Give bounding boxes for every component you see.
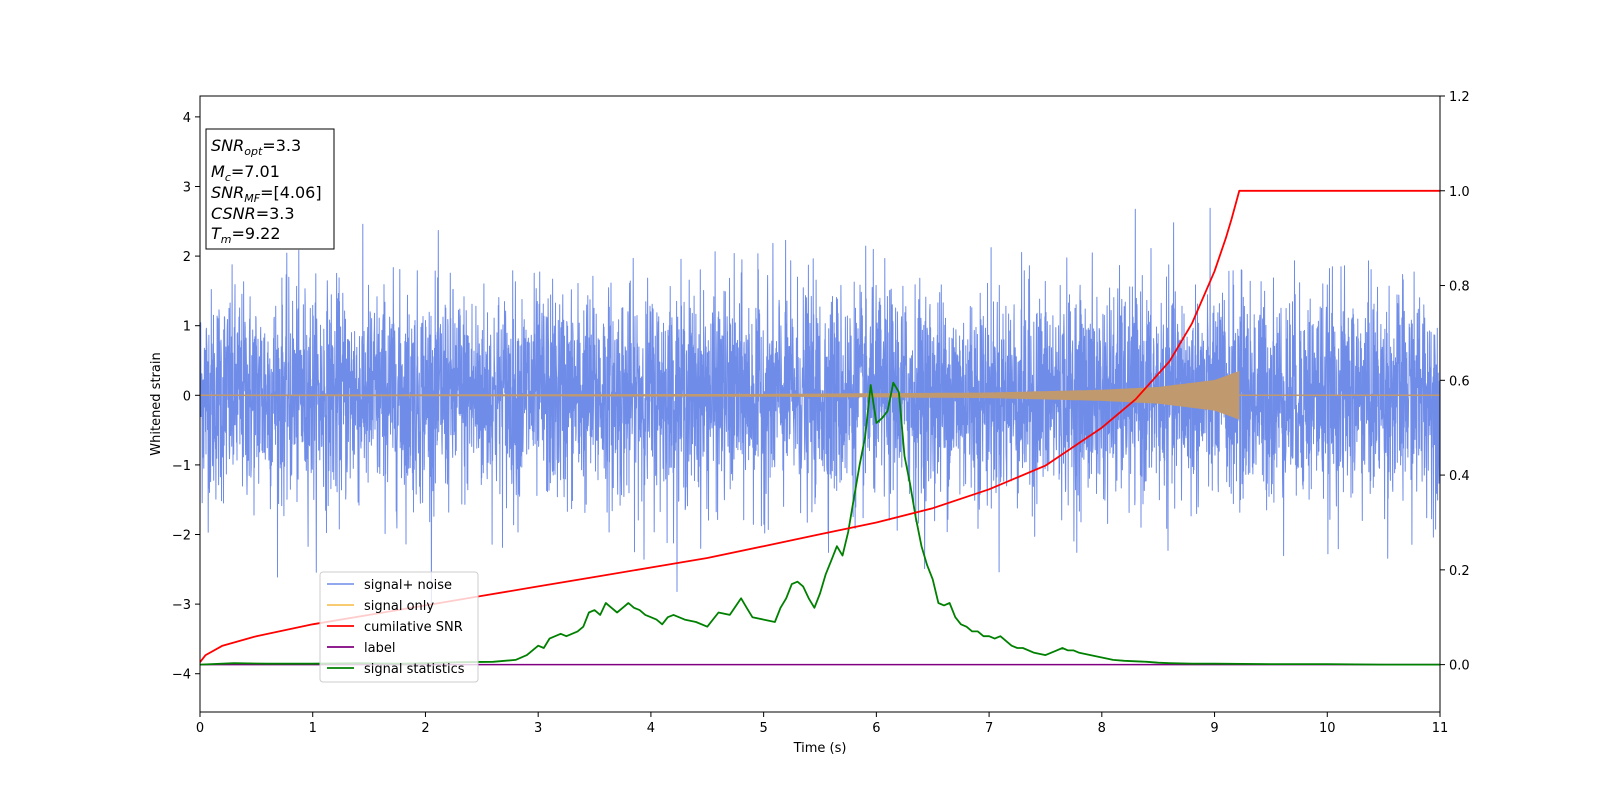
annotation-snr-mf: SNRMF=[4.06] bbox=[211, 183, 322, 205]
annotation-tm-main: T bbox=[211, 224, 222, 243]
legend-label-cumulative-snr: cumilative SNR bbox=[364, 620, 463, 635]
annotation-snr-mf-sub: MF bbox=[244, 192, 260, 205]
y-left-tick-label: 0 bbox=[183, 389, 191, 404]
x-tick-label: 11 bbox=[1432, 721, 1449, 736]
y-right-tick-label: 0.6 bbox=[1449, 374, 1470, 389]
annotation-csnr-value: =3.3 bbox=[256, 204, 295, 223]
annotation-snr-mf-value: =[4.06] bbox=[260, 183, 322, 202]
annotation-snr-opt-sub: opt bbox=[244, 145, 263, 158]
annotation-mc-main: M bbox=[211, 162, 225, 181]
x-tick-label: 6 bbox=[872, 721, 880, 736]
annotation-tm: Tm=9.22 bbox=[211, 224, 281, 246]
annotation-csnr: CSNR=3.3 bbox=[211, 204, 295, 223]
y-right-tick-label: 1.2 bbox=[1449, 90, 1470, 105]
annotation-csnr-main: CSNR bbox=[211, 204, 256, 223]
legend-label-signal-statistics: signal statistics bbox=[364, 662, 465, 677]
y-axis-left: −4 −3 −2 −1 0 1 2 3 4 bbox=[172, 111, 200, 683]
y-left-tick-label: −4 bbox=[172, 668, 191, 683]
x-tick-label: 9 bbox=[1210, 721, 1218, 736]
x-tick-label: 0 bbox=[196, 721, 204, 736]
legend-label-label: label bbox=[364, 641, 395, 656]
x-axis: 0 1 2 3 4 5 6 7 8 9 10 11 bbox=[196, 712, 1448, 736]
y-axis-title-left: Whitened strain bbox=[149, 352, 164, 455]
y-left-tick-label: 3 bbox=[183, 180, 191, 195]
annotation-mc-value: =7.01 bbox=[231, 162, 280, 181]
annotation-box bbox=[205, 128, 335, 250]
x-tick-label: 1 bbox=[309, 721, 317, 736]
x-tick-label: 3 bbox=[534, 721, 542, 736]
y-left-tick-label: −1 bbox=[172, 459, 191, 474]
y-right-tick-label: 0.0 bbox=[1449, 659, 1470, 674]
x-tick-label: 8 bbox=[1098, 721, 1106, 736]
plot-frame bbox=[199, 95, 1441, 713]
x-tick-label: 2 bbox=[421, 721, 429, 736]
x-axis-title: Time (s) bbox=[793, 741, 847, 756]
stats-annotation: SNRopt=3.3 Mc=7.01 SNRMF=[4.06] CSNR=3.3… bbox=[205, 128, 335, 250]
y-right-tick-label: 0.4 bbox=[1449, 469, 1470, 484]
y-left-tick-label: 1 bbox=[183, 320, 191, 335]
annotation-snr-mf-main: SNR bbox=[211, 183, 244, 202]
y-right-tick-label: 0.2 bbox=[1449, 564, 1470, 579]
annotation-mc: Mc=7.01 bbox=[211, 162, 280, 184]
x-tick-label: 4 bbox=[647, 721, 655, 736]
y-left-tick-label: 2 bbox=[183, 250, 191, 265]
y-left-tick-label: −2 bbox=[172, 529, 191, 544]
y-right-tick-label: 0.8 bbox=[1449, 280, 1470, 295]
annotation-snr-opt: SNRopt=3.3 bbox=[211, 136, 301, 158]
legend-label-signal-only: signal only bbox=[364, 599, 434, 614]
x-tick-label: 5 bbox=[759, 721, 767, 736]
annotation-tm-value: =9.22 bbox=[232, 224, 281, 243]
series-signal-noise bbox=[200, 207, 1440, 606]
annotation-mc-sub: c bbox=[225, 171, 231, 184]
y-left-tick-label: −3 bbox=[172, 598, 191, 613]
y-right-tick-label: 1.0 bbox=[1449, 185, 1470, 200]
x-tick-label: 7 bbox=[985, 721, 993, 736]
legend-frame bbox=[319, 571, 479, 683]
legend-label-signal-noise: signal+ noise bbox=[364, 578, 452, 593]
series-signal-statistics bbox=[200, 381, 1440, 666]
annotation-tm-sub: m bbox=[221, 233, 232, 246]
y-left-tick-label: 4 bbox=[183, 111, 191, 126]
annotation-snr-opt-main: SNR bbox=[211, 136, 244, 155]
x-tick-label: 10 bbox=[1319, 721, 1336, 736]
y-axis-right: 0.0 0.2 0.4 0.6 0.8 1.0 1.2 bbox=[1440, 90, 1470, 674]
annotation-snr-opt-value: =3.3 bbox=[262, 136, 301, 155]
legend: signal+ noise signal only cumilative SNR… bbox=[319, 571, 479, 683]
